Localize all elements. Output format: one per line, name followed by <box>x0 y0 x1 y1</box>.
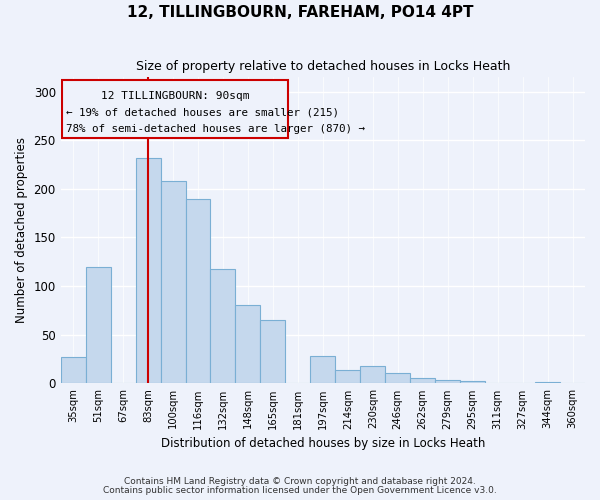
Bar <box>62 80 288 138</box>
Title: Size of property relative to detached houses in Locks Heath: Size of property relative to detached ho… <box>136 60 510 73</box>
Bar <box>161 181 185 384</box>
Bar <box>335 370 360 384</box>
Bar <box>235 304 260 384</box>
Text: 12, TILLINGBOURN, FAREHAM, PO14 4PT: 12, TILLINGBOURN, FAREHAM, PO14 4PT <box>127 5 473 20</box>
Bar <box>460 382 485 384</box>
X-axis label: Distribution of detached houses by size in Locks Heath: Distribution of detached houses by size … <box>161 437 485 450</box>
Bar <box>185 198 211 384</box>
Bar <box>435 380 460 384</box>
Bar <box>61 357 86 384</box>
Y-axis label: Number of detached properties: Number of detached properties <box>15 137 28 323</box>
Text: Contains public sector information licensed under the Open Government Licence v3: Contains public sector information licen… <box>103 486 497 495</box>
Bar <box>535 382 560 384</box>
Bar <box>211 268 235 384</box>
Bar <box>410 378 435 384</box>
Bar <box>260 320 286 384</box>
Text: 12 TILLINGBOURN: 90sqm: 12 TILLINGBOURN: 90sqm <box>101 92 249 102</box>
Text: 78% of semi-detached houses are larger (870) →: 78% of semi-detached houses are larger (… <box>65 124 365 134</box>
Bar <box>360 366 385 384</box>
Bar <box>86 266 110 384</box>
Text: Contains HM Land Registry data © Crown copyright and database right 2024.: Contains HM Land Registry data © Crown c… <box>124 477 476 486</box>
Bar <box>136 158 161 384</box>
Bar <box>385 372 410 384</box>
Bar <box>310 356 335 384</box>
Text: ← 19% of detached houses are smaller (215): ← 19% of detached houses are smaller (21… <box>65 108 338 118</box>
